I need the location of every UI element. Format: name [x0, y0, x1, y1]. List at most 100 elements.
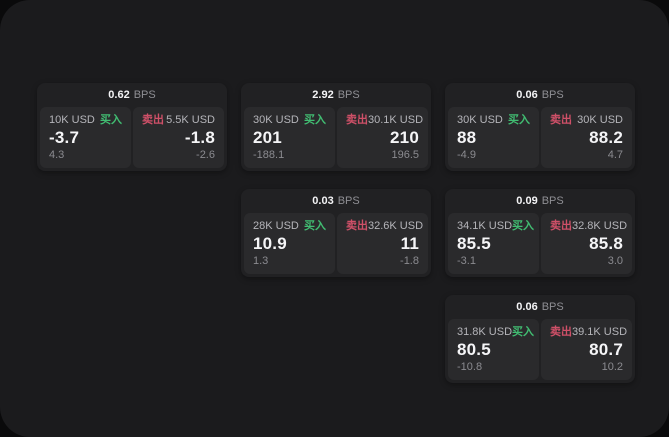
- sell-delta: -1.8: [400, 255, 419, 267]
- panels-row: 10K USD 买入 -3.7 4.3 卖出 5.5K USD -1.8 -2.…: [37, 107, 227, 171]
- buy-amount: 34.1K USD: [457, 220, 513, 232]
- sell-panel-top: 卖出 32.8K USD: [550, 220, 627, 232]
- sell-panel[interactable]: 卖出 30K USD 88.2 4.7: [541, 107, 632, 168]
- bps-unit-label: BPS: [133, 88, 156, 101]
- quote-card: 0.62 BPS 10K USD 买入 -3.7 4.3 卖出 5.5K USD…: [37, 83, 227, 171]
- buy-price: 85.5: [457, 234, 491, 253]
- panels-row: 30K USD 买入 88 -4.9 卖出 30K USD 88.2 4.7: [445, 107, 635, 171]
- sell-panel[interactable]: 卖出 30.1K USD 210 196.5: [337, 107, 428, 168]
- sell-delta: 10.2: [601, 361, 623, 373]
- panels-row: 31.8K USD 买入 80.5 -10.8 卖出 39.1K USD 80.…: [445, 319, 635, 383]
- sell-delta: 4.7: [607, 149, 623, 161]
- bps-unit-label: BPS: [541, 194, 564, 207]
- sell-price: -1.8: [184, 128, 215, 147]
- buy-side-label: 买入: [512, 326, 535, 338]
- sell-amount: 39.1K USD: [572, 326, 628, 338]
- sell-side-label: 卖出: [550, 326, 572, 338]
- sell-side-label: 卖出: [346, 114, 368, 126]
- buy-side-label: 买入: [512, 220, 535, 232]
- quote-card: 0.06 BPS 30K USD 买入 88 -4.9 卖出 30K USD 8…: [445, 83, 635, 171]
- sell-amount: 32.8K USD: [572, 220, 628, 232]
- buy-amount: 10K USD: [49, 114, 95, 126]
- buy-amount: 31.8K USD: [457, 326, 513, 338]
- card-header: 0.06 BPS: [445, 83, 635, 107]
- bps-value: 0.62: [108, 88, 130, 101]
- quote-card: 2.92 BPS 30K USD 买入 201 -188.1 卖出 30.1K …: [241, 83, 431, 171]
- bps-value: 0.03: [312, 194, 334, 207]
- buy-panel[interactable]: 34.1K USD 买入 85.5 -3.1: [448, 213, 539, 274]
- buy-panel-top: 10K USD 买入: [49, 115, 122, 126]
- bps-unit-label: BPS: [541, 88, 564, 101]
- card-header: 0.06 BPS: [445, 295, 635, 319]
- buy-panel[interactable]: 30K USD 买入 201 -188.1: [244, 107, 335, 168]
- buy-panel-top: 34.1K USD 买入: [457, 220, 534, 232]
- buy-delta: 4.3: [49, 149, 65, 161]
- buy-price: 80.5: [457, 340, 491, 359]
- buy-panel-top: 30K USD 买入: [457, 115, 530, 126]
- buy-side-label: 买入: [508, 114, 530, 126]
- buy-price: 88: [457, 128, 477, 147]
- card-header: 0.03 BPS: [241, 189, 431, 213]
- panels-row: 34.1K USD 买入 85.5 -3.1 卖出 32.8K USD 85.8…: [445, 213, 635, 277]
- buy-amount: 30K USD: [253, 114, 299, 126]
- sell-price: 85.8: [589, 234, 623, 253]
- bps-unit-label: BPS: [337, 88, 360, 101]
- sell-panel[interactable]: 卖出 32.6K USD 11 -1.8: [337, 213, 428, 274]
- buy-panel-top: 31.8K USD 买入: [457, 326, 534, 338]
- buy-panel[interactable]: 31.8K USD 买入 80.5 -10.8: [448, 319, 539, 380]
- card-header: 0.62 BPS: [37, 83, 227, 107]
- buy-amount: 30K USD: [457, 114, 503, 126]
- buy-delta: -188.1: [253, 149, 285, 161]
- quote-card: 0.06 BPS 31.8K USD 买入 80.5 -10.8 卖出 39.1…: [445, 295, 635, 383]
- sell-panel-top: 卖出 32.6K USD: [346, 220, 423, 232]
- sell-amount: 30K USD: [577, 114, 623, 126]
- sell-panel-top: 卖出 30K USD: [550, 115, 623, 126]
- sell-panel[interactable]: 卖出 5.5K USD -1.8 -2.6: [133, 107, 224, 168]
- buy-delta: -3.1: [457, 255, 476, 267]
- buy-panel[interactable]: 30K USD 买入 88 -4.9: [448, 107, 539, 168]
- sell-panel-top: 卖出 39.1K USD: [550, 326, 627, 338]
- panels-row: 28K USD 买入 10.9 1.3 卖出 32.6K USD 11 -1.8: [241, 213, 431, 277]
- buy-price: 201: [253, 128, 282, 147]
- sell-delta: 3.0: [607, 255, 623, 267]
- buy-delta: -10.8: [457, 361, 483, 373]
- panels-row: 30K USD 买入 201 -188.1 卖出 30.1K USD 210 1…: [241, 107, 431, 171]
- buy-delta: 1.3: [253, 255, 269, 267]
- card-header: 0.09 BPS: [445, 189, 635, 213]
- quote-card: 0.09 BPS 34.1K USD 买入 85.5 -3.1 卖出 32.8K…: [445, 189, 635, 277]
- sell-panel[interactable]: 卖出 32.8K USD 85.8 3.0: [541, 213, 632, 274]
- sell-price: 88.2: [589, 128, 623, 147]
- buy-panel[interactable]: 28K USD 买入 10.9 1.3: [244, 213, 335, 274]
- buy-side-label: 买入: [100, 114, 122, 126]
- card-header: 2.92 BPS: [241, 83, 431, 107]
- sell-delta: 196.5: [391, 149, 419, 161]
- sell-panel[interactable]: 卖出 39.1K USD 80.7 10.2: [541, 319, 632, 380]
- sell-side-label: 卖出: [550, 114, 572, 126]
- sell-amount: 5.5K USD: [166, 114, 215, 126]
- sell-side-label: 卖出: [142, 114, 164, 126]
- sell-side-label: 卖出: [346, 220, 368, 232]
- buy-price: 10.9: [253, 234, 287, 253]
- sell-amount: 32.6K USD: [368, 220, 424, 232]
- sell-amount: 30.1K USD: [368, 114, 424, 126]
- sell-side-label: 卖出: [550, 220, 572, 232]
- buy-panel-top: 30K USD 买入: [253, 115, 326, 126]
- bps-value: 2.92: [312, 88, 334, 101]
- buy-price: -3.7: [49, 128, 80, 147]
- sell-panel-top: 卖出 30.1K USD: [346, 114, 423, 126]
- sell-panel-top: 卖出 5.5K USD: [142, 115, 215, 126]
- sell-price: 80.7: [589, 340, 623, 359]
- buy-side-label: 买入: [304, 114, 326, 126]
- bps-value: 0.06: [516, 88, 538, 101]
- bps-value: 0.06: [516, 300, 538, 313]
- buy-amount: 28K USD: [253, 220, 299, 232]
- buy-panel-top: 28K USD 买入: [253, 221, 326, 232]
- buy-delta: -4.9: [457, 149, 476, 161]
- buy-panel[interactable]: 10K USD 买入 -3.7 4.3: [40, 107, 131, 168]
- bps-unit-label: BPS: [541, 300, 564, 313]
- sell-delta: -2.6: [196, 149, 215, 161]
- bps-unit-label: BPS: [337, 194, 360, 207]
- buy-side-label: 买入: [304, 220, 326, 232]
- sell-price: 210: [390, 128, 419, 147]
